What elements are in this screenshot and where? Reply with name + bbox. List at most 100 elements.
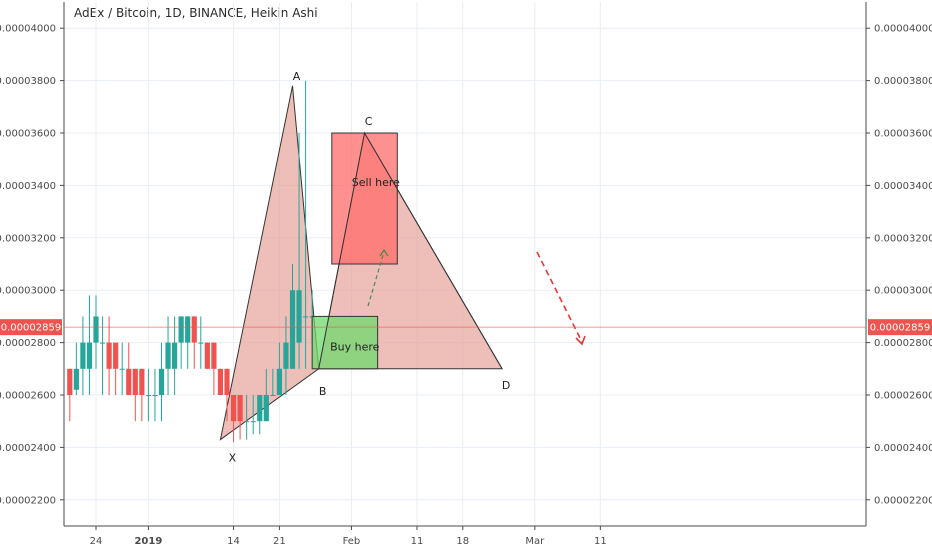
sell-zone-box bbox=[331, 132, 398, 265]
buy-zone-box bbox=[311, 315, 379, 370]
candle bbox=[132, 368, 138, 422]
x-tick-label: 14 bbox=[227, 536, 240, 547]
candle bbox=[230, 395, 237, 443]
candle bbox=[119, 342, 125, 395]
x-tick-label: 11 bbox=[411, 536, 424, 547]
candle bbox=[178, 316, 184, 369]
candle-body bbox=[217, 368, 224, 395]
xab-triangle bbox=[219, 85, 320, 441]
candle-body bbox=[230, 395, 237, 422]
candle bbox=[165, 316, 171, 395]
candle-body bbox=[119, 368, 125, 370]
point-label-x: X bbox=[229, 452, 237, 465]
down-arrow-head bbox=[575, 335, 586, 346]
candle bbox=[126, 342, 132, 395]
y-tick-label-right: 0.00003200 bbox=[874, 233, 932, 244]
x-tick-label: Mar bbox=[525, 536, 545, 547]
y-tick-label-right: 0.00003000 bbox=[874, 286, 932, 297]
candle bbox=[152, 368, 158, 422]
candle bbox=[139, 368, 145, 422]
candle-body bbox=[250, 421, 256, 423]
candle-body bbox=[145, 395, 151, 396]
point-label-b: B bbox=[319, 385, 327, 398]
trade-zones: Sell here Buy here bbox=[311, 131, 503, 370]
candle bbox=[93, 295, 99, 369]
buy-zone-label: Buy here bbox=[330, 340, 380, 353]
candle-body bbox=[191, 316, 197, 343]
candle-body bbox=[178, 316, 184, 343]
x-axis: 24 2019 14 21 Feb 11 18 Mar 11 bbox=[90, 526, 607, 547]
y-tick-label-left: 0.00002600 bbox=[0, 391, 56, 402]
candle-body bbox=[276, 368, 282, 395]
y-tick-label-left: 0.00003000 bbox=[0, 286, 56, 297]
plot-frame bbox=[63, 2, 867, 527]
x-tick-label: Feb bbox=[343, 536, 361, 547]
candle bbox=[67, 368, 73, 422]
candle-body bbox=[99, 342, 106, 344]
candle bbox=[270, 368, 276, 396]
last-price-badge-left bbox=[0, 319, 62, 336]
y-tick-label-right: 0.00003400 bbox=[874, 181, 932, 192]
candle bbox=[191, 316, 197, 369]
x-tick-label: 21 bbox=[273, 536, 286, 547]
candle bbox=[185, 316, 191, 369]
candle-body bbox=[283, 342, 289, 369]
last-price-label-left: 0.00002859 bbox=[1, 323, 61, 334]
candle bbox=[113, 342, 119, 395]
candle-body bbox=[73, 368, 79, 390]
y-tick-label-left: 0.00003800 bbox=[0, 76, 56, 87]
candle bbox=[303, 80, 309, 369]
candle-body bbox=[139, 368, 145, 395]
candle-body bbox=[165, 342, 171, 369]
candle-body bbox=[289, 290, 296, 369]
candle bbox=[172, 316, 178, 395]
candle-body bbox=[185, 316, 191, 343]
candle bbox=[80, 316, 86, 395]
candle-body bbox=[158, 368, 165, 395]
candle-body bbox=[244, 421, 250, 423]
candle bbox=[99, 316, 106, 395]
candle-body bbox=[303, 316, 309, 318]
candle bbox=[86, 295, 93, 395]
candle-body bbox=[132, 368, 138, 395]
candle-body bbox=[198, 342, 204, 344]
candle bbox=[237, 395, 243, 440]
y-tick-label-right: 0.00002800 bbox=[874, 338, 932, 349]
y-tick-label-left: 0.00003400 bbox=[0, 181, 56, 192]
bcd-outline bbox=[318, 131, 503, 370]
candle bbox=[276, 342, 282, 395]
candle-body bbox=[86, 342, 93, 369]
up-arrow-line bbox=[367, 251, 385, 307]
candle bbox=[283, 316, 289, 395]
candle-body bbox=[67, 368, 73, 395]
candle bbox=[244, 395, 250, 440]
x-tick-label: 18 bbox=[456, 536, 469, 547]
candle-body bbox=[257, 395, 263, 422]
candle-body bbox=[270, 395, 276, 396]
candles bbox=[67, 80, 315, 443]
candle bbox=[289, 264, 296, 369]
candle-body bbox=[152, 395, 158, 396]
y-axis: 0.00002200 0.00002200 0.00002400 0.00002400… bbox=[0, 24, 932, 507]
candle bbox=[250, 395, 256, 435]
candle bbox=[217, 368, 224, 395]
up-arrow-head bbox=[379, 248, 389, 257]
point-label-a: A bbox=[293, 70, 301, 83]
candle-body bbox=[126, 368, 132, 395]
x-tick-label: 24 bbox=[90, 536, 103, 547]
candle-body bbox=[113, 342, 119, 369]
y-tick-label-right: 0.00002600 bbox=[874, 391, 932, 402]
last-price-badge-right bbox=[868, 319, 932, 336]
y-tick-label-left: 0.00003600 bbox=[0, 129, 56, 140]
y-tick-label-left: 0.00002400 bbox=[0, 443, 56, 454]
candle-body bbox=[211, 342, 217, 369]
candle bbox=[211, 342, 217, 395]
candle-body bbox=[172, 342, 178, 369]
candle-body bbox=[263, 395, 269, 422]
candle-body bbox=[106, 342, 112, 369]
down-arrow-line bbox=[536, 251, 583, 343]
y-tick-label-right: 0.00003800 bbox=[874, 76, 932, 87]
point-label-d: D bbox=[502, 379, 510, 392]
y-tick-label-left: 0.00004000 bbox=[0, 24, 56, 35]
